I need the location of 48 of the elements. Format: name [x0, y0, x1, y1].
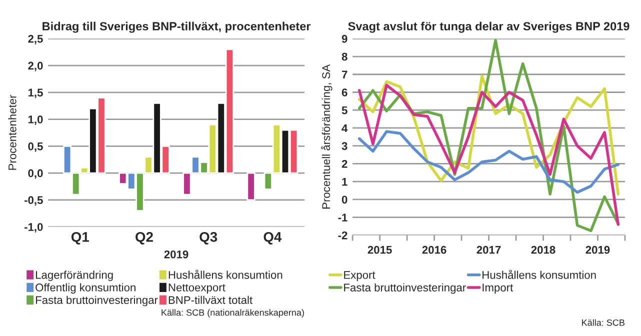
- y-tick-label: 8: [342, 52, 348, 61]
- y-tick-label: 1,0: [28, 116, 43, 126]
- y-tick-label: 6: [342, 88, 348, 96]
- bar: [246, 172, 256, 201]
- legend-label: Import: [482, 284, 514, 294]
- y-tick-label: 3: [342, 142, 348, 150]
- legend-label: Offentlig konsumtion: [36, 283, 136, 294]
- y-tick-label: -0,5: [24, 196, 43, 206]
- x-tick-label: Q2: [136, 232, 153, 244]
- y-tick-label: -1: [338, 214, 348, 222]
- legend-label: Export: [344, 271, 376, 282]
- y-tick-label: 4: [342, 124, 348, 132]
- y-tick-label: 2,5: [28, 34, 43, 44]
- y-tick-label: 1: [342, 178, 348, 186]
- legend-label: Fasta bruttoinvesteringar: [36, 296, 158, 306]
- y-tick-label: 7: [342, 70, 348, 78]
- y-tick-label: 0: [342, 196, 348, 204]
- y-axis-title: Procentuell årsförändring, SA: [320, 64, 332, 209]
- x-tick-label: Q4: [264, 232, 282, 244]
- x-tick-label: 2019: [586, 246, 610, 254]
- x-tick-label: Q1: [71, 232, 89, 244]
- x-tick-label: 2015: [368, 246, 392, 254]
- y-axis-title: Procentenheter: [8, 94, 16, 170]
- y-tick-label: -1,0: [24, 223, 43, 233]
- y-tick-label: 0,5: [28, 142, 43, 152]
- y-tick-label: 9: [342, 34, 348, 43]
- legend-label: Nettoexport: [168, 284, 226, 294]
- line-series: [358, 130, 620, 194]
- x-tick-label: Q3: [200, 232, 218, 244]
- y-tick-label: 2,0: [28, 62, 43, 72]
- legend-label: Hushållens konsumtion: [168, 270, 282, 279]
- text: Källa: SCB (nationalräkenskaperna): [162, 309, 304, 318]
- x-tick-label: 2017: [476, 246, 501, 254]
- y-tick-label: -2: [338, 231, 348, 240]
- legend-label: Lagerförändring: [36, 270, 113, 282]
- y-tick-label: 5: [342, 106, 348, 114]
- line-series: [358, 84, 620, 226]
- x-tick-label: 2018: [531, 246, 556, 254]
- text: Källa: SCB: [582, 319, 624, 326]
- chart-title: Bidrag till Sveriges BNP-tillväxt, procentenheter: [42, 22, 311, 33]
- y-tick-label: 2: [342, 160, 348, 168]
- chart-title: Svagt avslut för tunga delar av Sveriges BNP 2019: [348, 22, 630, 33]
- y-tick-label: 1,5: [28, 88, 43, 98]
- y-tick-label: 0,0: [28, 169, 43, 179]
- legend-label: Hushållens konsumtion: [482, 270, 596, 279]
- legend-label: Fasta bruttoinvesteringar: [344, 283, 466, 294]
- legend-label: BNP-tillväxt totalt: [168, 296, 252, 304]
- x-tick-label: 2016: [422, 246, 446, 254]
